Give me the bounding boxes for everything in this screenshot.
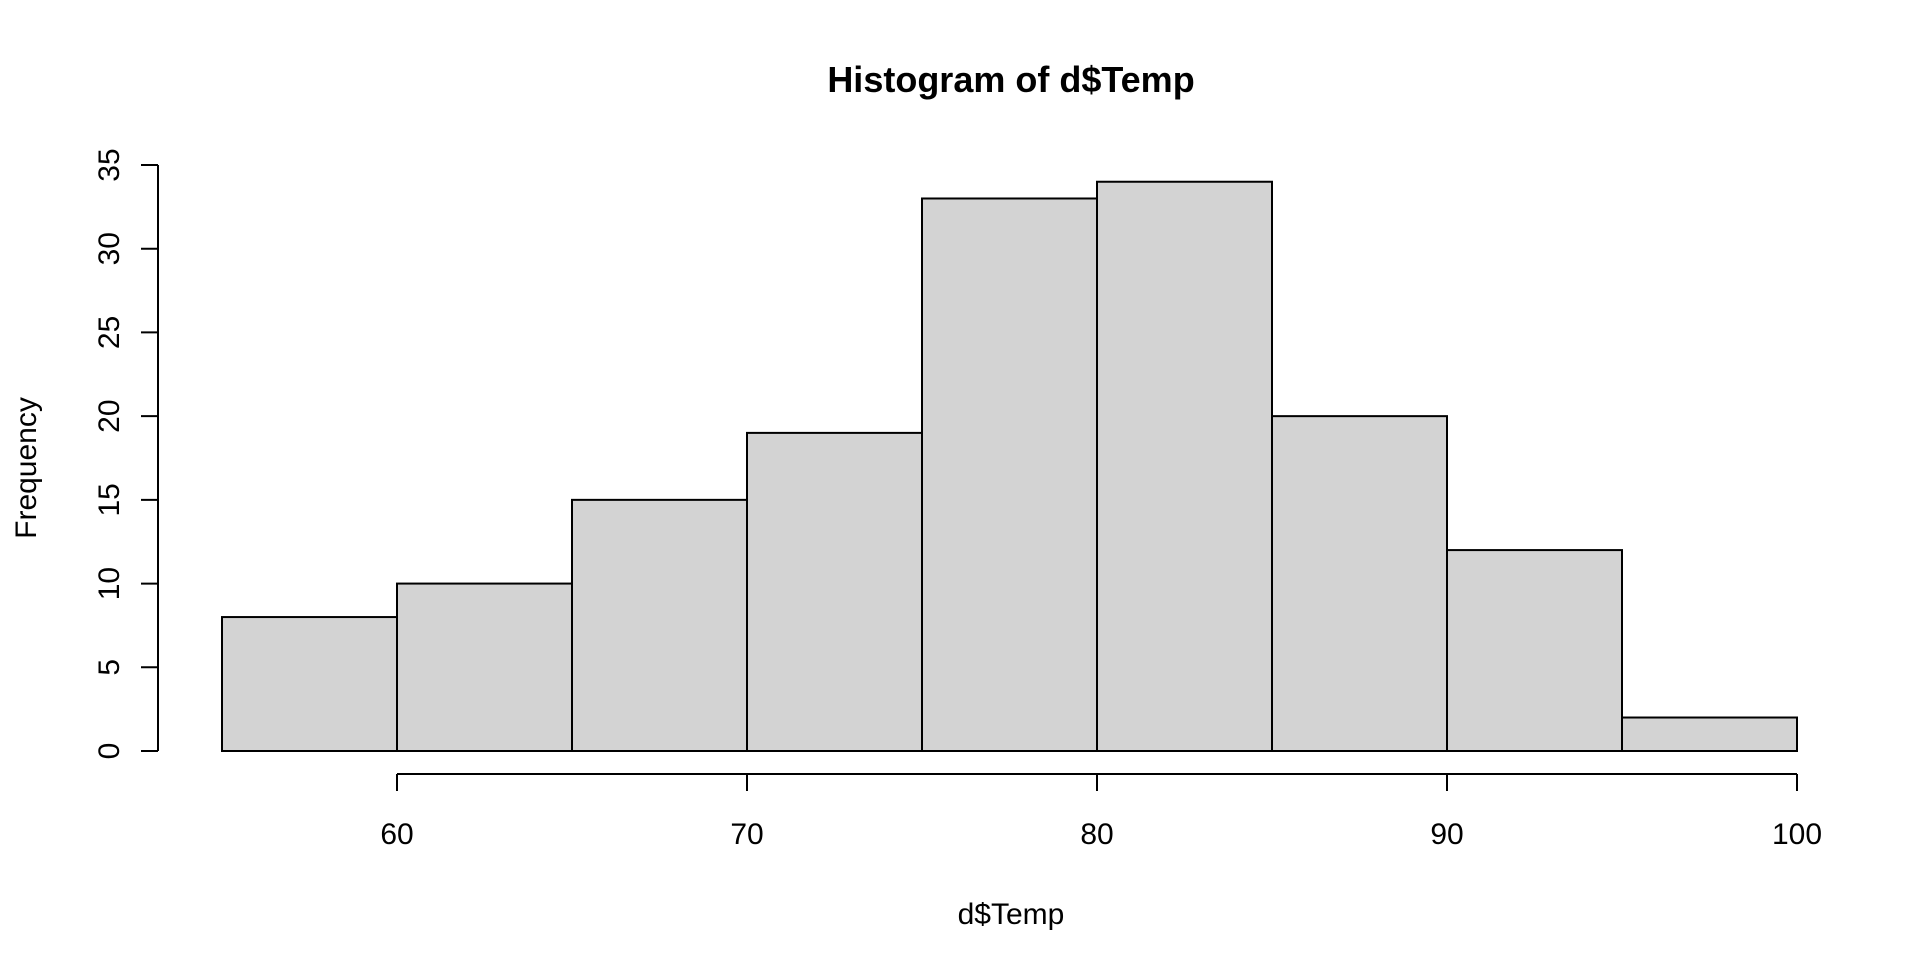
histogram-bar-2	[571, 498, 748, 752]
bars-group	[221, 180, 1798, 752]
x-tick-label: 80	[1080, 818, 1113, 851]
histogram-bar-7	[1446, 549, 1623, 752]
histogram-bar-8	[1621, 716, 1798, 752]
histogram-bar-1	[396, 582, 573, 752]
histogram-bar-3	[746, 431, 923, 752]
y-tick-label: 10	[93, 567, 126, 600]
y-tick-label: 30	[93, 232, 126, 265]
x-tick-label: 100	[1772, 818, 1822, 851]
y-tick-label: 25	[93, 316, 126, 349]
y-tick-label: 20	[93, 399, 126, 432]
x-axis: 60 70 80 90 100	[380, 773, 1822, 851]
y-tick-label: 35	[93, 148, 126, 181]
x-tick-label: 60	[380, 818, 413, 851]
histogram-bar-4	[921, 197, 1098, 752]
histogram-bar-5	[1096, 180, 1273, 752]
chart-title: Histogram of d$Temp	[827, 59, 1194, 100]
x-tick-label: 70	[730, 818, 763, 851]
y-tick-label: 15	[93, 483, 126, 516]
x-axis-label: d$Temp	[958, 898, 1065, 931]
histogram-bar-6	[1271, 415, 1448, 752]
y-axis-label: Frequency	[10, 397, 43, 539]
y-tick-label: 0	[93, 743, 126, 760]
x-tick-label: 90	[1430, 818, 1463, 851]
y-tick-label: 5	[93, 659, 126, 676]
histogram-bar-0	[221, 616, 398, 752]
y-axis: 0 5 10 15 20 25 30 35	[93, 148, 159, 760]
